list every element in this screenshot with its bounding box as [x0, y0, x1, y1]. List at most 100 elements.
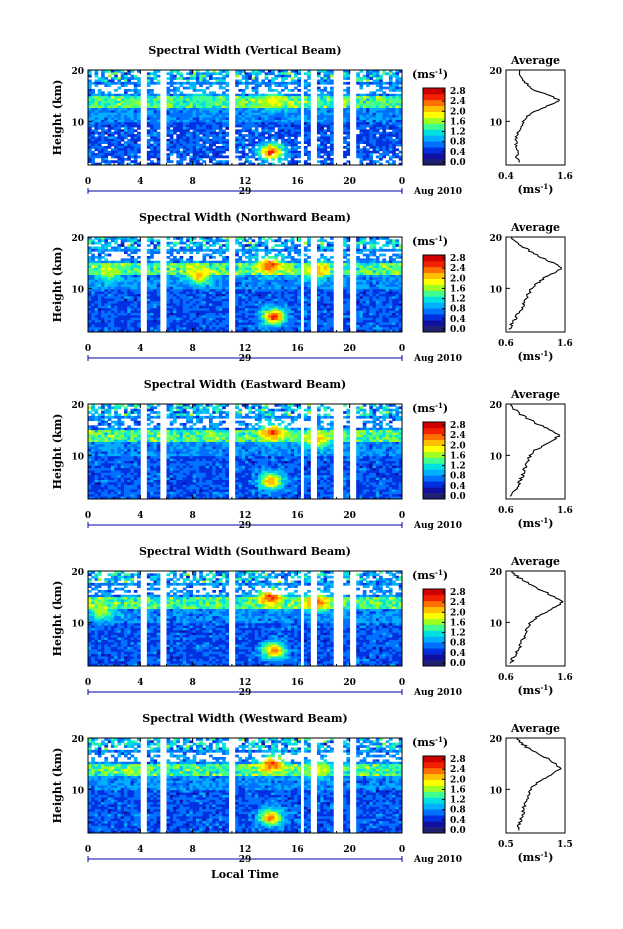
- heatmap-cell: [271, 72, 275, 76]
- heatmap-cell: [137, 260, 141, 264]
- heatmap-cell: [395, 301, 400, 304]
- heatmap-cell: [150, 267, 154, 271]
- heatmap-cell: [166, 134, 171, 137]
- heatmap-cell: [169, 303, 174, 307]
- heatmap-cell: [356, 241, 360, 245]
- heatmap-cell: [326, 141, 331, 145]
- heatmap-cell: [267, 265, 272, 269]
- heatmap-cell: [316, 81, 321, 85]
- heatmap-cell: [189, 248, 194, 252]
- heatmap-cell: [284, 122, 288, 126]
- heatmap-cell: [297, 134, 301, 137]
- heatmap-cell: [215, 138, 220, 142]
- heatmap-cell: [343, 127, 347, 130]
- heatmap-cell: [235, 105, 239, 109]
- heatmap-cell: [146, 286, 151, 290]
- heatmap-cell: [91, 296, 95, 300]
- heatmap-cell: [176, 127, 180, 130]
- heatmap-cell: [251, 279, 256, 283]
- heatmap-cell: [156, 74, 161, 78]
- heatmap-cell: [359, 81, 364, 85]
- heatmap-cell: [205, 96, 210, 99]
- heatmap-cell: [176, 298, 180, 302]
- heatmap-cell: [153, 108, 158, 111]
- heatmap-cell: [326, 258, 331, 262]
- heatmap-cell: [117, 153, 122, 156]
- heatmap-cell: [284, 263, 288, 266]
- heatmap-cell: [385, 122, 390, 126]
- heatmap-cell: [307, 265, 311, 269]
- heatmap-cell: [127, 129, 131, 133]
- heatmap-cell: [316, 246, 321, 250]
- heatmap-cell: [127, 108, 131, 111]
- heatmap-cell: [330, 91, 334, 95]
- heatmap-cell: [218, 70, 223, 73]
- heatmap-cell: [307, 108, 311, 111]
- heatmap-cell: [382, 263, 387, 266]
- heatmap-cell: [222, 155, 226, 159]
- heatmap-cell: [271, 112, 275, 116]
- heatmap-cell: [271, 298, 275, 302]
- heatmap-cell: [133, 279, 138, 283]
- heatmap-cell: [137, 150, 141, 154]
- heatmap-cell: [330, 112, 334, 116]
- heatmap-cell: [202, 81, 207, 85]
- heatmap-cell: [117, 305, 122, 309]
- heatmap-cell: [385, 237, 390, 240]
- heatmap-cell: [127, 124, 131, 128]
- heatmap-cell: [392, 260, 396, 264]
- heatmap-cell: [290, 96, 295, 99]
- heatmap-cell: [274, 81, 279, 85]
- heatmap-cell: [388, 124, 393, 128]
- heatmap-cell: [379, 115, 383, 118]
- heatmap-cell: [176, 270, 180, 274]
- heatmap-cell: [222, 79, 226, 83]
- heatmap-cell: [261, 112, 266, 116]
- heatmap-cell: [120, 98, 125, 102]
- heatmap-cell: [280, 141, 285, 145]
- heatmap-cell: [290, 138, 295, 142]
- heatmap-cell: [238, 305, 243, 309]
- heatmap-cell: [114, 241, 118, 245]
- heatmap-cell: [202, 103, 207, 107]
- heatmap-cell: [225, 96, 230, 99]
- y-tick-label: 20: [71, 67, 84, 77]
- heatmap-cell: [238, 100, 243, 104]
- heatmap-cell: [146, 146, 151, 149]
- heatmap-cell: [104, 265, 109, 269]
- heatmap-cell: [316, 155, 321, 159]
- heatmap-cell: [166, 108, 171, 111]
- heatmap-cell: [88, 138, 92, 142]
- heatmap-cell: [107, 282, 112, 285]
- heatmap-cell: [366, 272, 370, 276]
- heatmap-cell: [133, 153, 138, 156]
- heatmap-cell: [271, 89, 275, 92]
- heatmap-cell: [366, 291, 370, 295]
- heatmap-cell: [258, 248, 262, 252]
- heatmap-cell: [316, 270, 321, 274]
- heatmap-cell: [369, 237, 373, 240]
- heatmap-cell: [382, 105, 387, 109]
- panel-title: Spectral Width (Northward Beam): [139, 211, 351, 224]
- heatmap-cell: [379, 291, 383, 295]
- heatmap-cell: [91, 162, 95, 166]
- heatmap-cell: [127, 275, 131, 278]
- heatmap-cell: [356, 305, 360, 309]
- heatmap-cell: [137, 100, 141, 104]
- heatmap-cell: [346, 237, 351, 240]
- heatmap-cell: [375, 136, 380, 140]
- heatmap-cell: [156, 277, 161, 281]
- heatmap-cell: [117, 134, 122, 137]
- heatmap-cell: [225, 148, 230, 152]
- heatmap-cell: [104, 77, 109, 80]
- heatmap-cell: [107, 70, 112, 73]
- heatmap-cell: [127, 305, 131, 309]
- heatmap-cell: [202, 305, 207, 309]
- heatmap-cell: [356, 77, 360, 80]
- heatmap-cell: [379, 119, 383, 123]
- heatmap-cell: [192, 117, 197, 121]
- heatmap-cell: [133, 105, 138, 109]
- heatmap-cell: [346, 89, 351, 92]
- heatmap-cell: [277, 277, 282, 281]
- heatmap-cell: [280, 260, 285, 264]
